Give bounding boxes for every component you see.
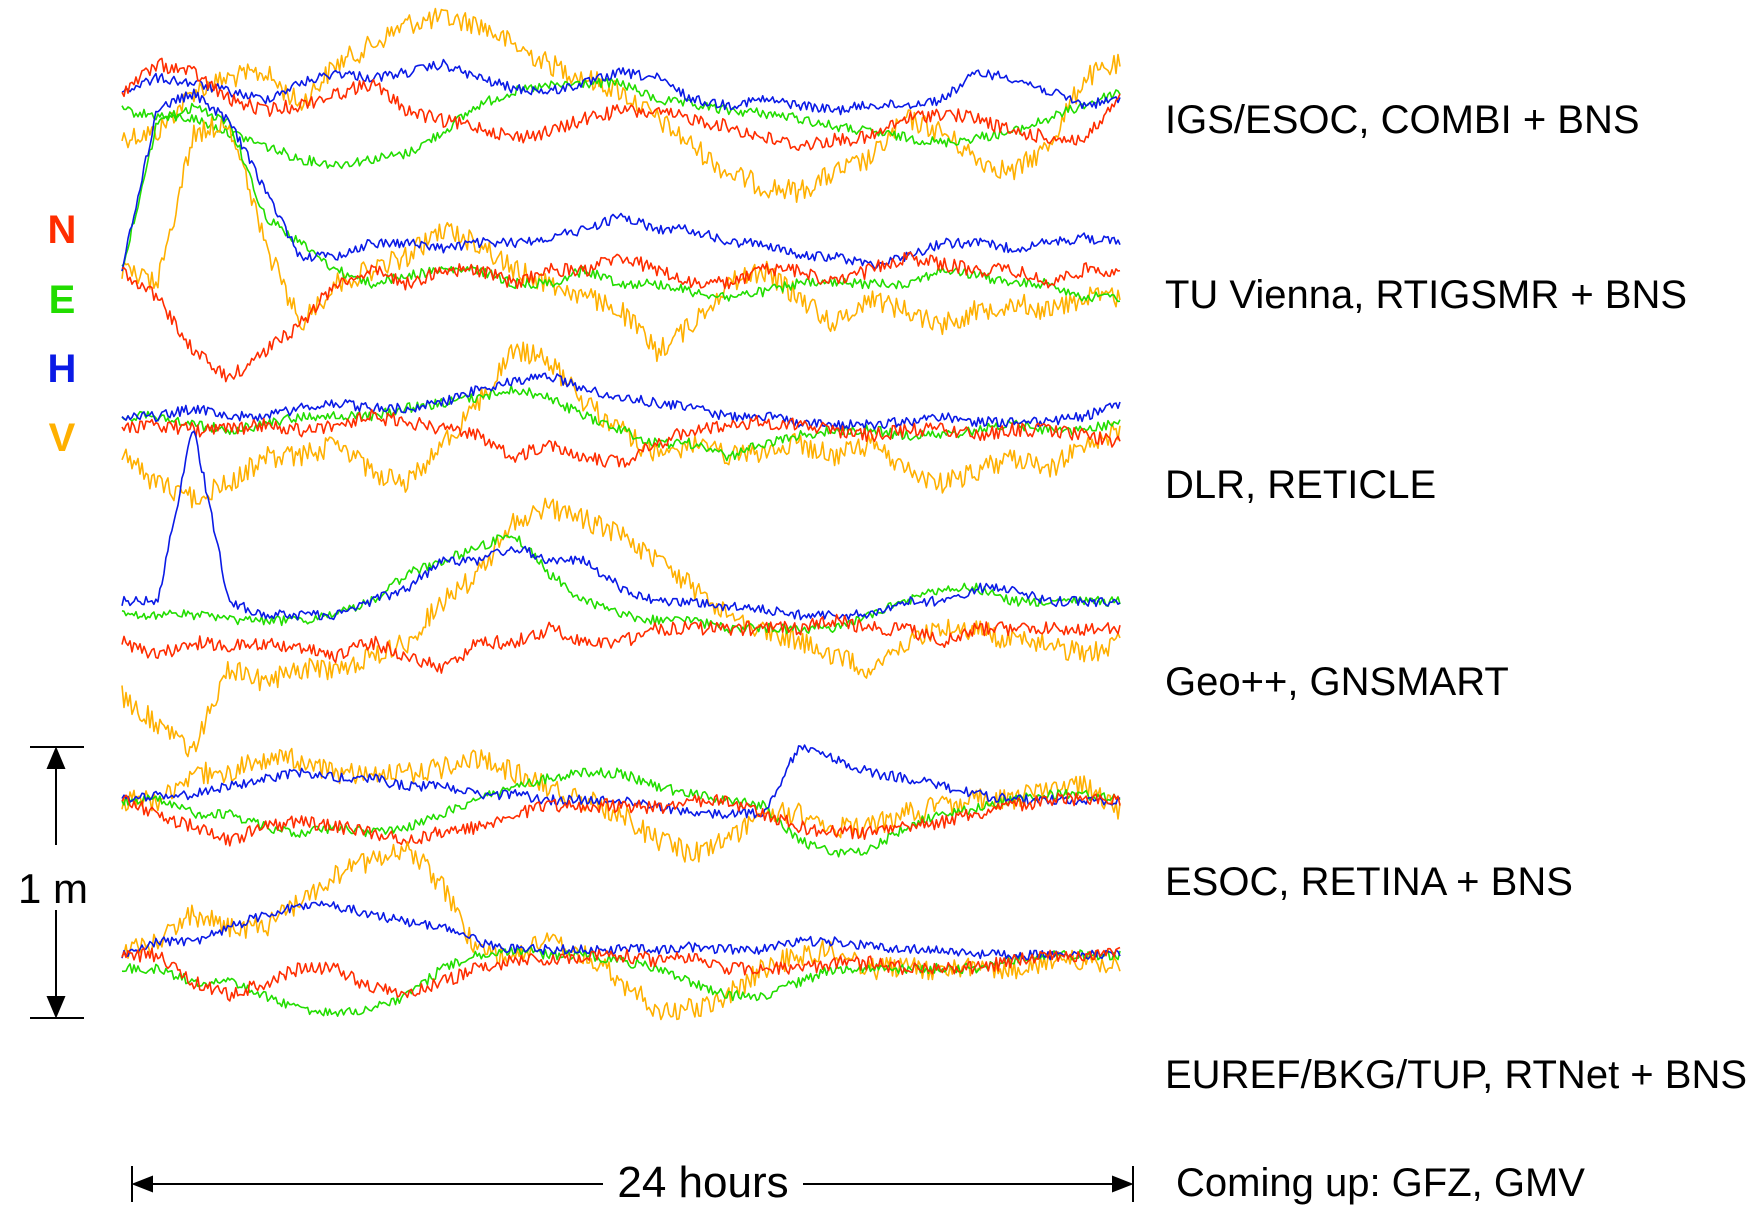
panel-label-1: IGS/ESOC, COMBI + BNS — [1165, 98, 1640, 142]
scale-label: 1 m — [18, 865, 89, 912]
series-n-panel-1 — [121, 57, 1121, 151]
panel-label-5: ESOC, RETINA + BNS — [1165, 860, 1573, 904]
time-arrow-left-icon — [131, 1175, 153, 1193]
series-h-panel-3 — [121, 372, 1121, 431]
series-h-panel-5 — [121, 744, 1121, 820]
panel-4 — [121, 430, 1121, 758]
legend-h: H — [47, 347, 77, 391]
series-e-panel-4 — [121, 534, 1121, 635]
series-h-panel-1 — [121, 58, 1121, 116]
series-n-panel-5 — [121, 792, 1121, 847]
time-arrow-right-icon — [1112, 1175, 1134, 1193]
time-label: 24 hours — [603, 1161, 803, 1205]
series-n-panel-2 — [121, 251, 1121, 383]
series-e-panel-5 — [121, 767, 1121, 858]
scale-bar — [30, 746, 84, 1019]
series-v-panel-6 — [121, 841, 1121, 1021]
panel-label-4: Geo++, GNSMART — [1165, 660, 1509, 704]
series-n-panel-4 — [121, 613, 1121, 674]
legend-v: V — [48, 416, 76, 460]
series-e-panel-2 — [121, 102, 1121, 303]
panel-5 — [121, 744, 1121, 863]
panel-3 — [121, 341, 1121, 509]
panel-label-3: DLR, RETICLE — [1165, 463, 1437, 507]
legend-n: N — [47, 208, 77, 252]
series-v-panel-5 — [121, 747, 1121, 863]
series-n-panel-6 — [121, 946, 1121, 1002]
series-v-panel-1 — [121, 7, 1121, 203]
series-e-panel-1 — [121, 77, 1121, 170]
panel-2 — [121, 88, 1121, 383]
series-v-panel-3 — [121, 341, 1121, 509]
series-layer — [121, 7, 1121, 1021]
footnote: Coming up: GFZ, GMV — [1176, 1161, 1585, 1205]
series-n-panel-3 — [121, 408, 1121, 468]
panel-label-6: EUREF/BKG/TUP, RTNet + BNS — [1165, 1053, 1748, 1097]
series-h-panel-2 — [121, 88, 1121, 272]
scale-bar-up-arrow-icon — [46, 746, 66, 769]
panel-label-2: TU Vienna, RTIGSMR + BNS — [1165, 273, 1688, 317]
series-v-panel-4 — [121, 497, 1121, 758]
legend-e: E — [48, 278, 76, 322]
series-e-panel-3 — [121, 384, 1121, 462]
scale-bar-down-arrow-icon — [46, 996, 66, 1019]
series-h-panel-4 — [121, 430, 1121, 621]
panel-1 — [121, 7, 1121, 203]
series-h-panel-6 — [121, 900, 1121, 961]
panel-6 — [121, 841, 1121, 1021]
series-v-panel-2 — [121, 115, 1121, 363]
